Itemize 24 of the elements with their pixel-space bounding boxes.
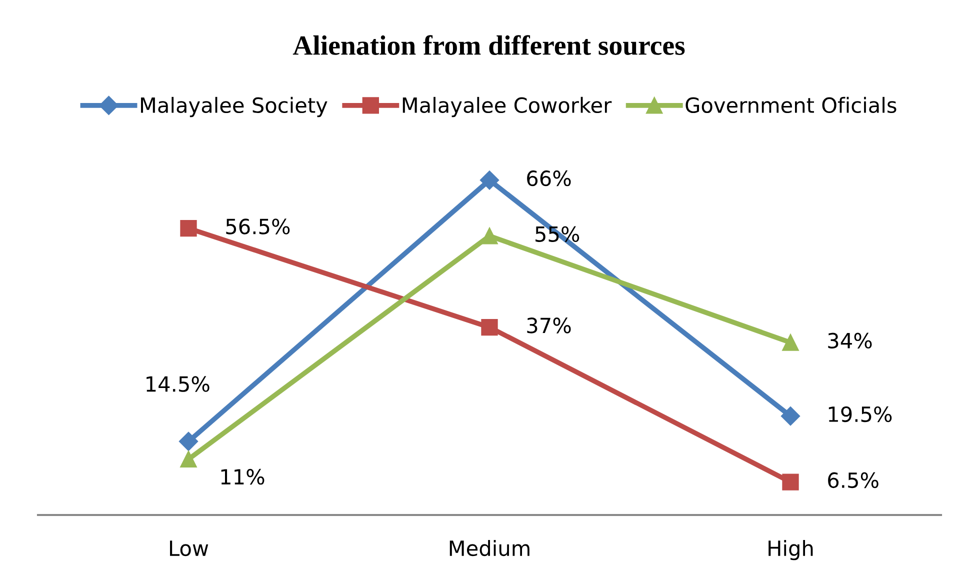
point bbox=[481, 318, 498, 336]
data-label: 11% bbox=[221, 468, 264, 485]
data-label: 14.5% bbox=[146, 376, 210, 392]
data-label: 66% bbox=[527, 170, 571, 186]
legend-label: Malayalee Coworker bbox=[402, 96, 612, 118]
x-tick-label: Medium bbox=[450, 540, 530, 556]
point bbox=[180, 450, 197, 468]
point bbox=[178, 432, 198, 451]
legend-label: Government Oficials bbox=[686, 96, 896, 114]
data-label: 56.5% bbox=[226, 218, 290, 234]
data-label: 19.5% bbox=[828, 406, 892, 422]
data-label: 34% bbox=[828, 332, 872, 349]
point bbox=[481, 228, 498, 244]
x-tick-label: Low bbox=[170, 540, 208, 556]
data-label: 6.5% bbox=[828, 472, 878, 488]
point bbox=[180, 220, 197, 237]
point bbox=[480, 170, 500, 190]
point bbox=[780, 406, 800, 426]
point bbox=[782, 474, 799, 490]
point bbox=[782, 334, 799, 351]
data-label: 37% bbox=[527, 318, 571, 334]
x-tick-label: High bbox=[768, 540, 813, 560]
legend-label: Malayalee Society bbox=[141, 96, 328, 118]
chart-title: Alienation from different sources bbox=[292, 35, 685, 56]
